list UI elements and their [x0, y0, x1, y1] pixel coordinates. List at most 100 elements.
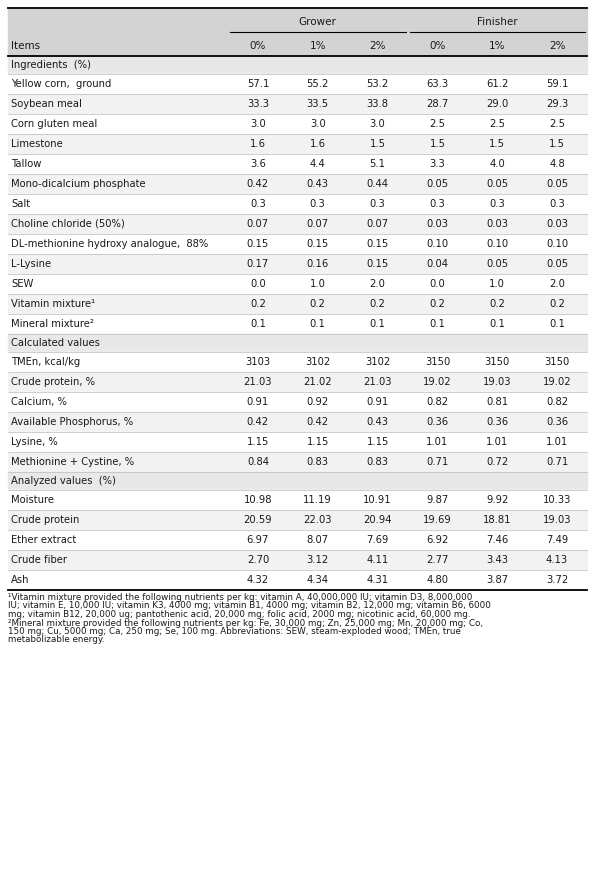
Text: 19.02: 19.02 [423, 377, 452, 387]
Text: 0.2: 0.2 [250, 299, 266, 309]
Text: 4.8: 4.8 [549, 159, 565, 169]
Text: 3.3: 3.3 [430, 159, 445, 169]
Text: 0.3: 0.3 [250, 199, 266, 209]
Text: 3.0: 3.0 [310, 119, 325, 129]
Text: Tallow: Tallow [11, 159, 42, 169]
Text: 0.0: 0.0 [430, 279, 445, 289]
Bar [8, 412, 587, 432]
Bar [8, 94, 587, 114]
Text: 9.92: 9.92 [486, 495, 509, 505]
Text: 0.36: 0.36 [427, 417, 449, 427]
Text: 4.4: 4.4 [310, 159, 325, 169]
Text: 0.05: 0.05 [546, 259, 568, 269]
Text: Crude protein, %: Crude protein, % [11, 377, 95, 387]
Text: 1.5: 1.5 [430, 139, 446, 149]
Text: 21.03: 21.03 [364, 377, 392, 387]
Text: 2%: 2% [549, 41, 565, 51]
Text: 0.3: 0.3 [369, 199, 386, 209]
Text: 0.04: 0.04 [427, 259, 449, 269]
Bar [8, 36, 587, 56]
Text: 0.2: 0.2 [430, 299, 445, 309]
Text: 1.5: 1.5 [489, 139, 505, 149]
Text: 21.02: 21.02 [303, 377, 332, 387]
Text: 2%: 2% [369, 41, 386, 51]
Text: 29.3: 29.3 [546, 99, 568, 109]
Text: 0.07: 0.07 [367, 219, 389, 229]
Text: 2.5: 2.5 [430, 119, 446, 129]
Text: 6.97: 6.97 [247, 535, 269, 545]
Text: 0.91: 0.91 [367, 397, 389, 407]
Text: 1.15: 1.15 [306, 437, 329, 447]
Text: 3.6: 3.6 [250, 159, 266, 169]
Text: 0.07: 0.07 [306, 219, 329, 229]
Bar [8, 174, 587, 194]
Text: 1%: 1% [489, 41, 506, 51]
Text: Salt: Salt [11, 199, 30, 209]
Text: 0.43: 0.43 [307, 179, 329, 189]
Text: 19.03: 19.03 [543, 515, 571, 525]
Bar [8, 214, 587, 234]
Text: 0.05: 0.05 [486, 259, 508, 269]
Text: 0.3: 0.3 [430, 199, 445, 209]
Text: L-Lysine: L-Lysine [11, 259, 51, 269]
Text: 0.07: 0.07 [247, 219, 269, 229]
Text: 0.1: 0.1 [250, 319, 266, 329]
Text: 0.16: 0.16 [306, 259, 329, 269]
Text: Finisher: Finisher [477, 17, 518, 27]
Text: 0.36: 0.36 [486, 417, 508, 427]
Text: 28.7: 28.7 [426, 99, 449, 109]
Bar [8, 432, 587, 452]
Text: 0.44: 0.44 [367, 179, 389, 189]
Text: 59.1: 59.1 [546, 79, 568, 89]
Text: 11.19: 11.19 [303, 495, 332, 505]
Text: 0.3: 0.3 [549, 199, 565, 209]
Bar [8, 114, 587, 134]
Text: 0.3: 0.3 [489, 199, 505, 209]
Text: Vitamin mixture¹: Vitamin mixture¹ [11, 299, 95, 309]
Text: Calcium, %: Calcium, % [11, 397, 67, 407]
Text: 21.03: 21.03 [244, 377, 272, 387]
Text: Choline chloride (50%): Choline chloride (50%) [11, 219, 125, 229]
Text: 3.0: 3.0 [250, 119, 266, 129]
Text: 55.2: 55.2 [306, 79, 329, 89]
Text: 0%: 0% [250, 41, 266, 51]
Text: 0.1: 0.1 [369, 319, 386, 329]
Text: 0.2: 0.2 [369, 299, 386, 309]
Text: 3150: 3150 [544, 357, 569, 367]
Text: 0.15: 0.15 [367, 259, 389, 269]
Text: Ash: Ash [11, 575, 30, 585]
Bar [8, 570, 587, 590]
Text: 3150: 3150 [484, 357, 510, 367]
Text: 10.33: 10.33 [543, 495, 571, 505]
Text: 0.1: 0.1 [430, 319, 445, 329]
Text: 3.72: 3.72 [546, 575, 568, 585]
Text: 0.82: 0.82 [546, 397, 568, 407]
Text: 0.2: 0.2 [310, 299, 325, 309]
Text: Items: Items [11, 41, 40, 51]
Text: Crude protein: Crude protein [11, 515, 79, 525]
Text: 0.1: 0.1 [310, 319, 325, 329]
Text: 8.07: 8.07 [306, 535, 329, 545]
Text: 3.43: 3.43 [486, 555, 508, 565]
Bar [8, 530, 587, 550]
Bar [8, 154, 587, 174]
Text: DL-methionine hydroxy analogue,  88%: DL-methionine hydroxy analogue, 88% [11, 239, 208, 249]
Bar [8, 352, 587, 372]
Text: 0.2: 0.2 [489, 299, 505, 309]
Text: 0.42: 0.42 [247, 179, 269, 189]
Text: Mono-dicalcium phosphate: Mono-dicalcium phosphate [11, 179, 146, 189]
Text: 1.6: 1.6 [250, 139, 266, 149]
Text: 3150: 3150 [425, 357, 450, 367]
Text: 1%: 1% [309, 41, 326, 51]
Text: 0.36: 0.36 [546, 417, 568, 427]
Text: 7.69: 7.69 [367, 535, 389, 545]
Text: Limestone: Limestone [11, 139, 62, 149]
Text: Ether extract: Ether extract [11, 535, 76, 545]
Text: 0.15: 0.15 [367, 239, 389, 249]
Text: 1.15: 1.15 [247, 437, 269, 447]
Text: 0.42: 0.42 [247, 417, 269, 427]
Text: 53.2: 53.2 [367, 79, 389, 89]
Text: 0.10: 0.10 [427, 239, 449, 249]
Text: Moisture: Moisture [11, 495, 54, 505]
Text: Available Phosphorus, %: Available Phosphorus, % [11, 417, 133, 427]
